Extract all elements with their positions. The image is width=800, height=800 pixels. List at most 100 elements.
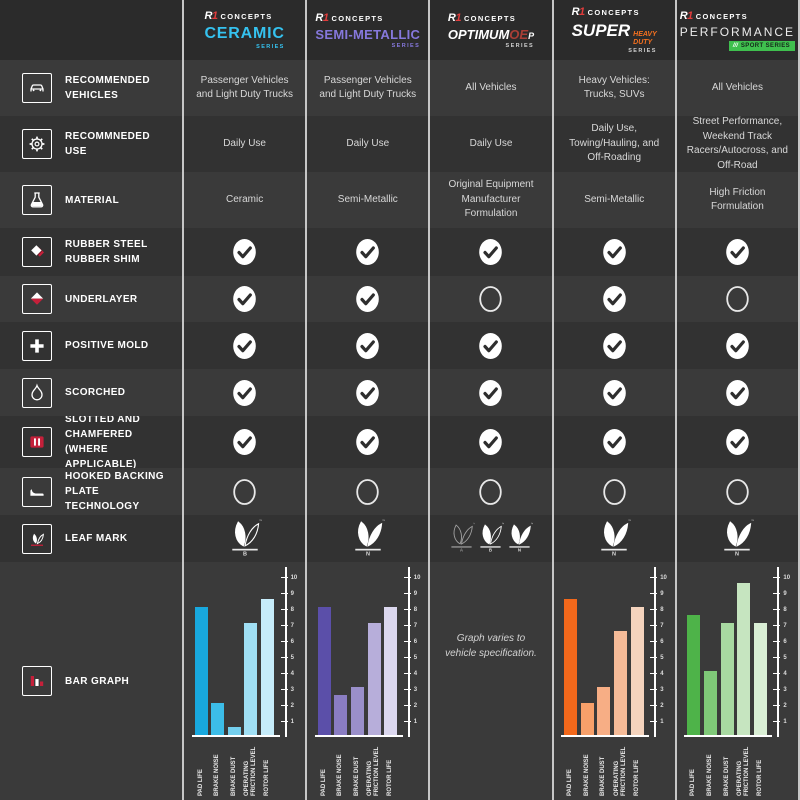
cell-hooked-backing-plate-ceramic [184, 468, 308, 515]
chart-baseline [314, 735, 403, 737]
series-title-part: OE [509, 26, 529, 42]
chart-bars [564, 575, 644, 735]
bar-operating-friction-level [244, 623, 258, 735]
chart-bars [317, 575, 398, 735]
cell-text: Street Performance, Weekend Track Racers… [686, 116, 788, 171]
svg-text:B: B [489, 547, 492, 551]
series-title-part: OPTIMUM [447, 26, 510, 42]
axis-tick [403, 576, 411, 578]
x-label-slot: ROTOR LIFE [631, 738, 644, 796]
cell-recommended-vehicles-super_hd: Heavy Vehicles: Trucks, SUVs [554, 60, 677, 116]
cell-recommended-vehicles-semi_metallic: Passenger Vehicles and Light Duty Trucks [307, 60, 431, 116]
series-title-part: CERAMIC [204, 25, 285, 42]
cell-positive-mold-super_hd [554, 322, 677, 369]
row-label-hooked-backing-plate: HOOKED BACKING PLATE TECHNOLOGY [0, 468, 184, 515]
brand-logo-mark: R1 [204, 10, 218, 22]
axis-tick-label: 4 [413, 671, 418, 677]
leaf-mark-B: ™B [477, 521, 505, 557]
row-label-text: SCORCHED [65, 387, 126, 398]
axis-tick [650, 608, 658, 610]
cell-text: Daily Use [469, 137, 513, 149]
check-icon [724, 428, 751, 456]
cell-recommended-vehicles-optimum: All Vehicles [430, 60, 554, 116]
axis-tick-label: 9 [660, 591, 664, 597]
check-icon [354, 238, 381, 266]
x-label-slot: OPERATING FRICTION LEVEL [614, 738, 627, 796]
check-icon [724, 332, 751, 360]
axis-tick-label: 5 [783, 655, 787, 661]
row-label-recommended-use: RECOMMNEDED USE [0, 116, 184, 172]
bar-rotor-life [260, 599, 274, 735]
row-label-bar-graph: BAR GRAPH [0, 562, 184, 800]
check-icon [601, 332, 628, 360]
axis-tick-label: 6 [290, 639, 294, 645]
bar-pad-life [194, 607, 208, 735]
chart-x-labels: PAD LIFE BRAKE NOISE BRAKE DUST OPERATING F… [687, 738, 767, 796]
cell-hooked-backing-plate-semi_metallic [307, 468, 431, 515]
row-label-text: MATERIAL [65, 194, 120, 206]
axis-tick [280, 592, 288, 594]
axis-tick-label: 6 [413, 639, 418, 645]
cell-text: High Friction Formulation [709, 186, 766, 213]
series-title-part: SUPER [571, 21, 631, 41]
axis-tick [650, 688, 658, 690]
series-title: PERFORMANCE [680, 26, 795, 38]
svg-text:™: ™ [502, 522, 504, 526]
cell-hooked-backing-plate-performance [677, 468, 800, 515]
column-header-performance: R1 CONCEPTS PERFORMANCE ///SPORT SERIES [677, 0, 800, 60]
svg-text:B: B [243, 551, 247, 555]
graph-note: Graph varies to vehicle specification. [445, 632, 537, 660]
brand-logo-r: R [679, 9, 688, 22]
axis-tick-label: 1 [413, 719, 418, 725]
cell-scorched-ceramic [184, 369, 308, 416]
table-row-hooked-backing-plate: HOOKED BACKING PLATE TECHNOLOGY [0, 468, 800, 515]
axis-tick-label: 3 [413, 687, 418, 693]
check-icon [231, 379, 258, 407]
series-title: SEMI-METALLIC [315, 28, 420, 41]
bar-operating-friction-level [737, 583, 751, 735]
bar-pad-life [687, 615, 701, 735]
cell-material-optimum: Original Equipment Manufacturer Formulat… [430, 172, 554, 228]
bar-operating-friction-level [367, 623, 381, 735]
cell-recommended-vehicles-ceramic: Passenger Vehicles and Light Duty Trucks [184, 60, 308, 116]
chart-y-axis: 1 2 3 4 5 6 7 8 9 10 [773, 567, 790, 737]
cell-underlayer-performance [677, 276, 800, 322]
leaf-mark-group: ™B [228, 517, 263, 561]
bar-rotor-life [384, 607, 398, 735]
svg-text:™: ™ [382, 519, 385, 523]
axis-tick [403, 704, 411, 706]
brand-logo-mark: R1 [448, 12, 462, 24]
column-header-ceramic: R1 CONCEPTS CERAMIC SERIES [184, 0, 308, 60]
cell-scorched-semi_metallic [307, 369, 431, 416]
cell-leaf-mark-super_hd: ™N [554, 515, 677, 562]
bar-chart: 1 2 3 4 5 6 7 8 9 10 PAD LIFE BRAKE NOISE BRAKE DUST… [313, 565, 423, 797]
empty-circle-icon [477, 285, 504, 313]
series-title-part: PERFORMANCE [679, 24, 796, 39]
axis-tick [280, 640, 288, 642]
check-icon [601, 428, 628, 456]
chart-x-labels: PAD LIFE BRAKE NOISE BRAKE DUST OPERATING F… [564, 738, 644, 796]
chart-y-axis: 1 2 3 4 5 6 7 8 9 10 [650, 567, 667, 737]
check-icon [724, 379, 751, 407]
x-label: BRAKE DUST [354, 756, 361, 796]
series-block: R1 CONCEPTS SUPER HEAVY DUTY SERIES [572, 6, 657, 54]
badge-text: SPORT SERIES [740, 42, 791, 49]
brand-logo: R1 CONCEPTS [680, 10, 748, 22]
axis-tick [403, 656, 411, 658]
axis-tick-label: 2 [413, 703, 418, 709]
x-label: BRAKE NOISE [337, 754, 344, 796]
bar-brake-noise [211, 703, 225, 735]
axis-tick [403, 720, 411, 722]
chart-y-axis: 1 2 3 4 5 6 7 8 9 10 [403, 567, 420, 737]
cell-text: Passenger Vehicles and Light Duty Trucks [319, 74, 417, 101]
chart-x-labels: PAD LIFE BRAKE NOISE BRAKE DUST OPERATING F… [195, 738, 275, 796]
x-label: PAD LIFE [567, 769, 574, 796]
axis-tick [773, 672, 781, 674]
x-label: PAD LIFE [197, 769, 204, 796]
cell-slotted-chamfered-semi_metallic [307, 416, 431, 468]
series-subtitle: SERIES [256, 44, 285, 50]
positive-mold-icon [22, 330, 52, 361]
brand-logo: R1 CONCEPTS [315, 12, 383, 24]
cell-material-ceramic: Ceramic [184, 172, 308, 228]
